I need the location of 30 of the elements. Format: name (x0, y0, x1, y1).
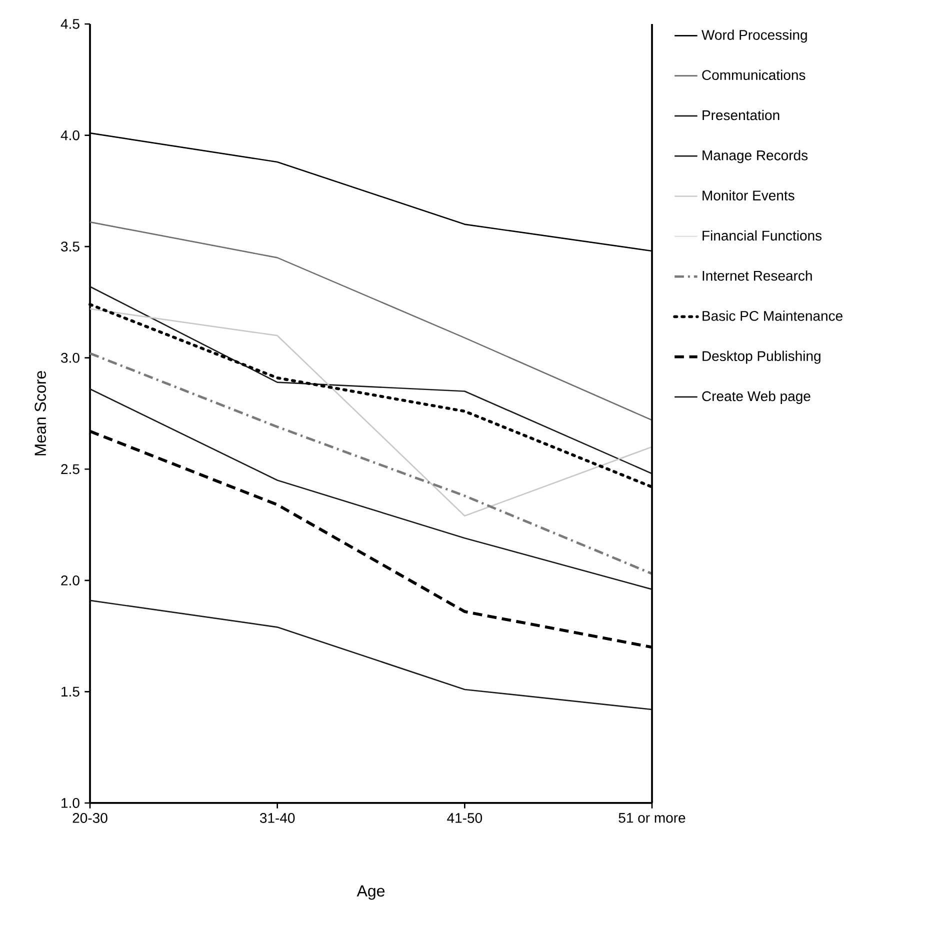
line-series (89, 600, 653, 710)
y-tick-label: 1.5 (62, 686, 80, 697)
x-axis-title: Age (356, 885, 385, 900)
y-tick-label: 2.0 (61, 575, 80, 586)
line-series (89, 388, 653, 590)
line-series (89, 221, 653, 421)
legend-label: Desktop Publishing (702, 350, 820, 364)
y-tick-label: 3.0 (61, 352, 80, 363)
y-tick-label: 3.5 (61, 242, 80, 252)
legend-label: Create Web page (702, 390, 810, 404)
x-tick-label: 51 or more (618, 813, 686, 823)
line-series (89, 308, 653, 517)
line-series (89, 286, 653, 474)
y-tick-label: 4.0 (60, 130, 80, 140)
legend-label: Basic PC Maintenance (702, 310, 842, 321)
y-tick-label: 1.0 (62, 798, 80, 808)
legend-label: Monitor Events (702, 190, 794, 200)
y-tick-label: 4.5 (60, 19, 80, 29)
x-tick-label: 20-30 (72, 813, 108, 823)
legend-label: Presentation (702, 110, 780, 120)
y-tick-label: 2.5 (61, 464, 80, 474)
x-tick-label: 41-50 (447, 813, 482, 823)
legend-label: Manage Records (702, 150, 808, 164)
legend-label: Financial Functions (702, 230, 822, 241)
legend-label: Word Processing (702, 30, 807, 43)
y-axis-title: Mean Score (34, 371, 46, 456)
x-tick-label: 31-40 (260, 813, 295, 823)
line-series (88, 352, 654, 575)
legend-label: Internet Research (702, 270, 812, 281)
legend-label: Communications (702, 70, 806, 80)
